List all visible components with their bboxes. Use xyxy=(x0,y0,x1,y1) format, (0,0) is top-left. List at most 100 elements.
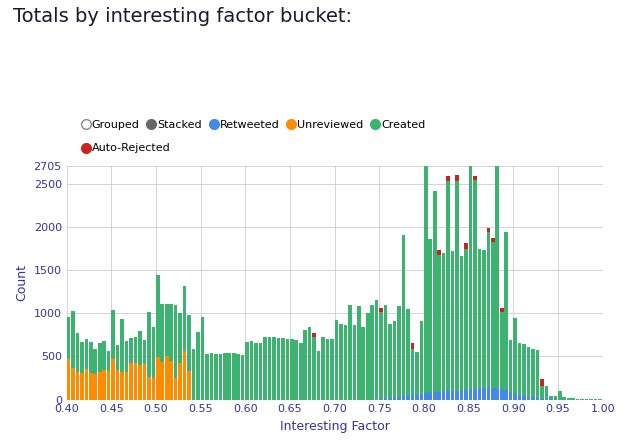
Bar xyxy=(290,339,294,400)
Bar xyxy=(505,232,508,390)
Bar xyxy=(491,388,495,400)
Bar xyxy=(192,349,195,400)
Bar xyxy=(330,339,334,400)
Bar xyxy=(125,341,129,371)
Bar xyxy=(406,395,410,400)
Bar xyxy=(495,158,499,388)
Bar xyxy=(437,250,441,255)
Bar xyxy=(486,233,490,388)
Bar xyxy=(411,395,414,400)
Bar xyxy=(420,393,423,400)
Bar xyxy=(214,354,217,400)
Bar xyxy=(482,250,486,388)
Bar xyxy=(67,317,70,359)
Bar xyxy=(406,309,410,395)
Bar xyxy=(89,373,93,400)
Bar xyxy=(576,399,580,400)
Bar xyxy=(540,386,544,399)
Bar xyxy=(321,337,325,400)
Bar xyxy=(424,164,428,393)
Bar xyxy=(112,310,115,358)
Bar xyxy=(281,338,285,400)
Bar xyxy=(201,317,204,400)
Bar xyxy=(473,180,477,389)
Bar xyxy=(178,313,182,363)
Bar xyxy=(112,358,115,400)
Bar xyxy=(392,321,396,397)
Bar xyxy=(84,369,88,400)
Bar xyxy=(232,353,236,400)
Bar xyxy=(437,255,441,392)
Bar xyxy=(120,319,124,372)
Bar xyxy=(495,388,499,400)
Bar xyxy=(486,228,490,233)
Bar xyxy=(531,397,535,400)
Bar xyxy=(210,353,213,400)
Bar xyxy=(580,399,584,400)
Bar xyxy=(138,332,142,365)
Bar xyxy=(392,397,396,400)
Bar xyxy=(125,371,129,400)
Bar xyxy=(388,398,392,400)
X-axis label: Interesting Factor: Interesting Factor xyxy=(280,420,389,433)
Bar xyxy=(402,396,405,400)
Bar xyxy=(469,389,472,400)
Bar xyxy=(308,327,311,400)
Bar xyxy=(446,176,450,181)
Bar xyxy=(116,345,119,370)
Bar xyxy=(455,181,459,391)
Bar xyxy=(509,392,512,400)
Bar xyxy=(500,389,503,400)
Bar xyxy=(152,327,155,378)
Bar xyxy=(98,372,101,400)
Bar xyxy=(304,331,307,400)
Bar xyxy=(236,354,240,400)
Bar xyxy=(272,337,276,400)
Bar xyxy=(379,399,383,400)
Bar xyxy=(491,242,495,388)
Bar xyxy=(76,372,79,400)
Bar xyxy=(294,340,298,400)
Text: Totals by interesting factor bucket:: Totals by interesting factor bucket: xyxy=(13,7,352,26)
Bar xyxy=(451,391,454,400)
Bar xyxy=(129,363,133,400)
Bar xyxy=(558,391,561,400)
Bar xyxy=(147,377,151,400)
Bar xyxy=(544,399,548,400)
Bar xyxy=(227,353,231,400)
Bar xyxy=(205,354,209,400)
Bar xyxy=(134,337,137,363)
Bar xyxy=(107,351,110,371)
Bar xyxy=(103,370,106,400)
Bar xyxy=(460,256,463,391)
Bar xyxy=(571,398,575,400)
Bar xyxy=(138,365,142,400)
Bar xyxy=(169,304,173,361)
Bar xyxy=(513,318,517,393)
Bar xyxy=(473,389,477,400)
Bar xyxy=(67,359,70,400)
Bar xyxy=(84,339,88,369)
Bar xyxy=(384,398,387,400)
Bar xyxy=(245,342,249,400)
Bar xyxy=(428,239,432,392)
Bar xyxy=(178,363,182,400)
Bar xyxy=(491,238,495,242)
Bar xyxy=(384,305,387,398)
Bar xyxy=(375,300,379,400)
Bar xyxy=(527,396,530,400)
Bar xyxy=(98,343,101,372)
Bar xyxy=(165,356,168,400)
Bar xyxy=(174,378,178,400)
Bar xyxy=(527,347,530,396)
Bar xyxy=(161,362,164,400)
Y-axis label: Count: Count xyxy=(15,264,28,301)
Bar xyxy=(317,351,321,400)
Bar xyxy=(554,396,557,399)
Bar xyxy=(388,323,392,398)
Bar xyxy=(469,160,472,389)
Bar xyxy=(241,355,244,400)
Bar xyxy=(522,396,526,400)
Bar xyxy=(312,337,316,400)
Bar xyxy=(420,321,423,393)
